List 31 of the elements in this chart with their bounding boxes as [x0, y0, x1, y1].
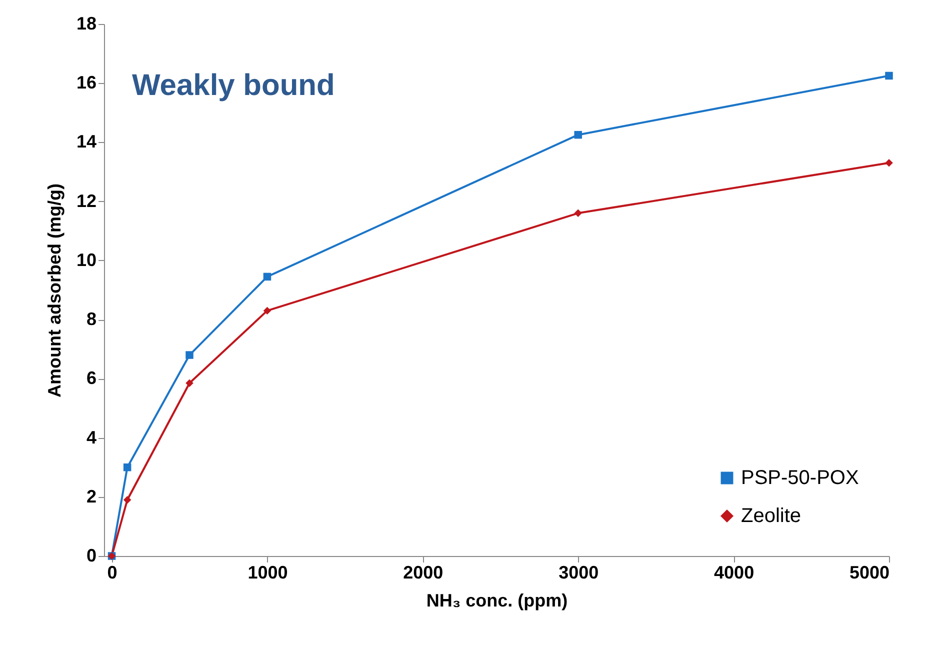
point: [263, 306, 272, 315]
point: [186, 379, 194, 387]
y-tick-label: 6: [86, 368, 96, 388]
point: [574, 209, 582, 218]
point: [186, 351, 194, 359]
x-tick-label: 0: [107, 562, 118, 582]
legend-label: PSP-50-POX: [741, 467, 859, 489]
x-tick-label: 4000: [714, 562, 754, 582]
x-tick-label: 1000: [248, 562, 288, 582]
point: [123, 496, 132, 504]
point: [263, 272, 272, 281]
y-tick-label: 10: [76, 250, 96, 270]
y-tick-label: 14: [76, 132, 96, 152]
y-tick-label: 4: [86, 427, 96, 448]
y-tick-label: 16: [76, 72, 96, 93]
x-tick-label: 3000: [558, 562, 599, 582]
x-tick-label: 2000: [403, 562, 444, 582]
x-tick-label: 5000: [849, 562, 890, 582]
legend-label: Zeolite: [741, 505, 802, 527]
y-tick-label: 0: [86, 546, 96, 566]
point: [574, 130, 582, 139]
y-tick-label: 8: [86, 309, 96, 330]
y-tick-label: 12: [76, 190, 96, 211]
point: [885, 72, 893, 80]
y-tick-label: 18: [76, 14, 96, 34]
y-axis-title: Amount adsorbed (mg/g): [44, 184, 64, 398]
annotation: Weakly bound: [132, 69, 335, 102]
y-tick-label: 2: [86, 486, 96, 506]
point: [123, 463, 132, 472]
x-axis-title: NH₃ conc. (ppm): [426, 590, 568, 610]
point: [885, 159, 893, 167]
